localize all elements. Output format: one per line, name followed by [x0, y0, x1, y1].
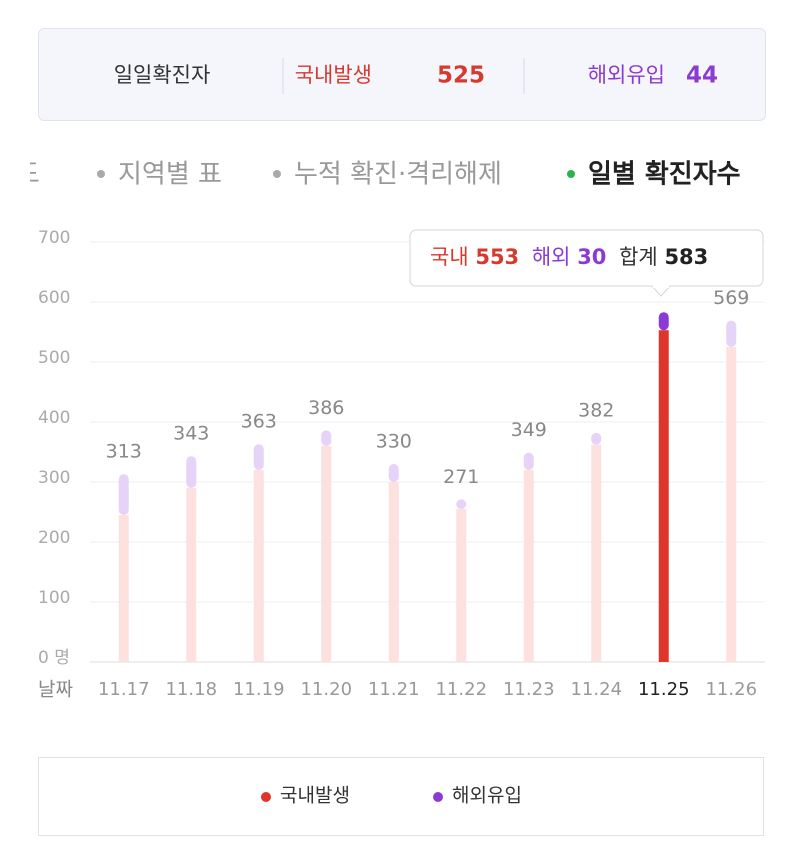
total-label: 363 — [241, 411, 277, 433]
bar-segment — [456, 499, 467, 509]
tooltip-domestic-value: 553 — [475, 245, 519, 269]
total-label: 386 — [308, 397, 344, 419]
tab[interactable]: 지역별 표 — [118, 160, 222, 190]
x-tick-label: 11.19 — [233, 679, 285, 700]
y-tick-label: 200 — [38, 528, 70, 548]
bar-segment — [591, 432, 602, 445]
legend-swatch — [261, 792, 271, 802]
bar-segment — [388, 482, 399, 662]
x-tick-label: 11.20 — [300, 679, 352, 700]
total-label: 313 — [106, 441, 142, 463]
total-label: 382 — [578, 399, 614, 421]
bar-segment — [118, 515, 129, 662]
y-tick-label: 100 — [38, 588, 70, 608]
legend-box — [38, 757, 764, 836]
total-label: 330 — [376, 431, 412, 453]
x-tick-label: 11.18 — [165, 679, 217, 700]
domestic-value: 525 — [437, 63, 485, 89]
bar-segment — [321, 430, 332, 446]
tooltip-pointer-cover — [653, 284, 669, 288]
bar-segment — [726, 320, 737, 347]
bar-segment — [523, 452, 534, 470]
chart: 0 명 100 200 300 400 500 600 700 날짜 11.17 313 11.18 3… — [38, 228, 765, 701]
bar-segment — [186, 456, 197, 488]
overseas-value: 44 — [686, 63, 718, 89]
bar-segment — [456, 509, 467, 662]
bar-segment — [321, 446, 332, 662]
summary-box — [38, 28, 766, 121]
summary-title: 일일확진자 — [114, 63, 211, 87]
legend: 국내발생 해외유입 — [261, 785, 522, 807]
bar-segment — [658, 312, 669, 331]
tooltip-pointer — [651, 285, 671, 297]
tab-bar: 지도 지역별 표 누적 확진·격리해제 일별 확진자수 — [0, 160, 741, 190]
tooltip-total-value: 583 — [664, 245, 708, 269]
bar-segment — [591, 444, 602, 662]
total-label: 271 — [443, 466, 479, 488]
x-tick-label: 11.24 — [570, 679, 622, 700]
y-tick-label: 600 — [38, 288, 70, 308]
legend-swatch — [433, 792, 443, 802]
x-tick-label: 11.25 — [638, 679, 690, 700]
total-label: 343 — [173, 423, 209, 445]
tooltip-text: 국내 553 해외 30 합계 583 — [430, 245, 708, 269]
bar-segment — [388, 464, 399, 482]
x-tick-label: 11.23 — [503, 679, 555, 700]
tab[interactable]: 일별 확진자수 — [588, 160, 741, 190]
x-tick-label: 11.22 — [435, 679, 487, 700]
tooltip-total-label: 합계 — [619, 245, 658, 269]
total-label: 349 — [511, 419, 547, 441]
x-tick-label: 11.21 — [368, 679, 420, 700]
bar-segment — [658, 330, 669, 662]
tooltip: 국내 553 해외 30 합계 583 — [409, 229, 764, 297]
bar-segment — [253, 444, 264, 470]
legend-label: 국내발생 — [280, 785, 350, 807]
total-label: 569 — [713, 287, 749, 309]
x-tick-label: 11.26 — [705, 679, 757, 700]
tab-dot — [97, 170, 105, 178]
domestic-label: 국내발생 — [295, 63, 372, 87]
bar-segment — [726, 347, 737, 662]
bar-segment — [253, 470, 264, 662]
tab-dot — [567, 170, 575, 178]
y-tick-label: 300 — [38, 468, 70, 488]
tab[interactable]: 누적 확진·격리해제 — [294, 160, 502, 190]
y-tick-label: 400 — [38, 408, 70, 428]
tooltip-overseas-label: 해외 — [532, 245, 571, 269]
y-tick-label: 0 명 — [38, 648, 70, 668]
tab[interactable]: 지도 — [0, 160, 40, 190]
bar-segment — [523, 470, 534, 662]
tooltip-overseas-value: 30 — [577, 245, 606, 269]
tooltip-domestic-label: 국내 — [430, 245, 469, 269]
y-tick-label: 700 — [38, 228, 70, 248]
y-tick-label: 500 — [38, 348, 70, 368]
x-tick-label: 11.17 — [98, 679, 150, 700]
legend-label: 해외유입 — [452, 785, 522, 807]
overseas-label: 해외유입 — [588, 63, 665, 87]
tab-dot — [273, 170, 281, 178]
x-axis-label: 날짜 — [38, 679, 73, 701]
tooltip-box — [409, 229, 764, 287]
bar-segment — [118, 474, 129, 515]
bar-segment — [186, 488, 197, 662]
